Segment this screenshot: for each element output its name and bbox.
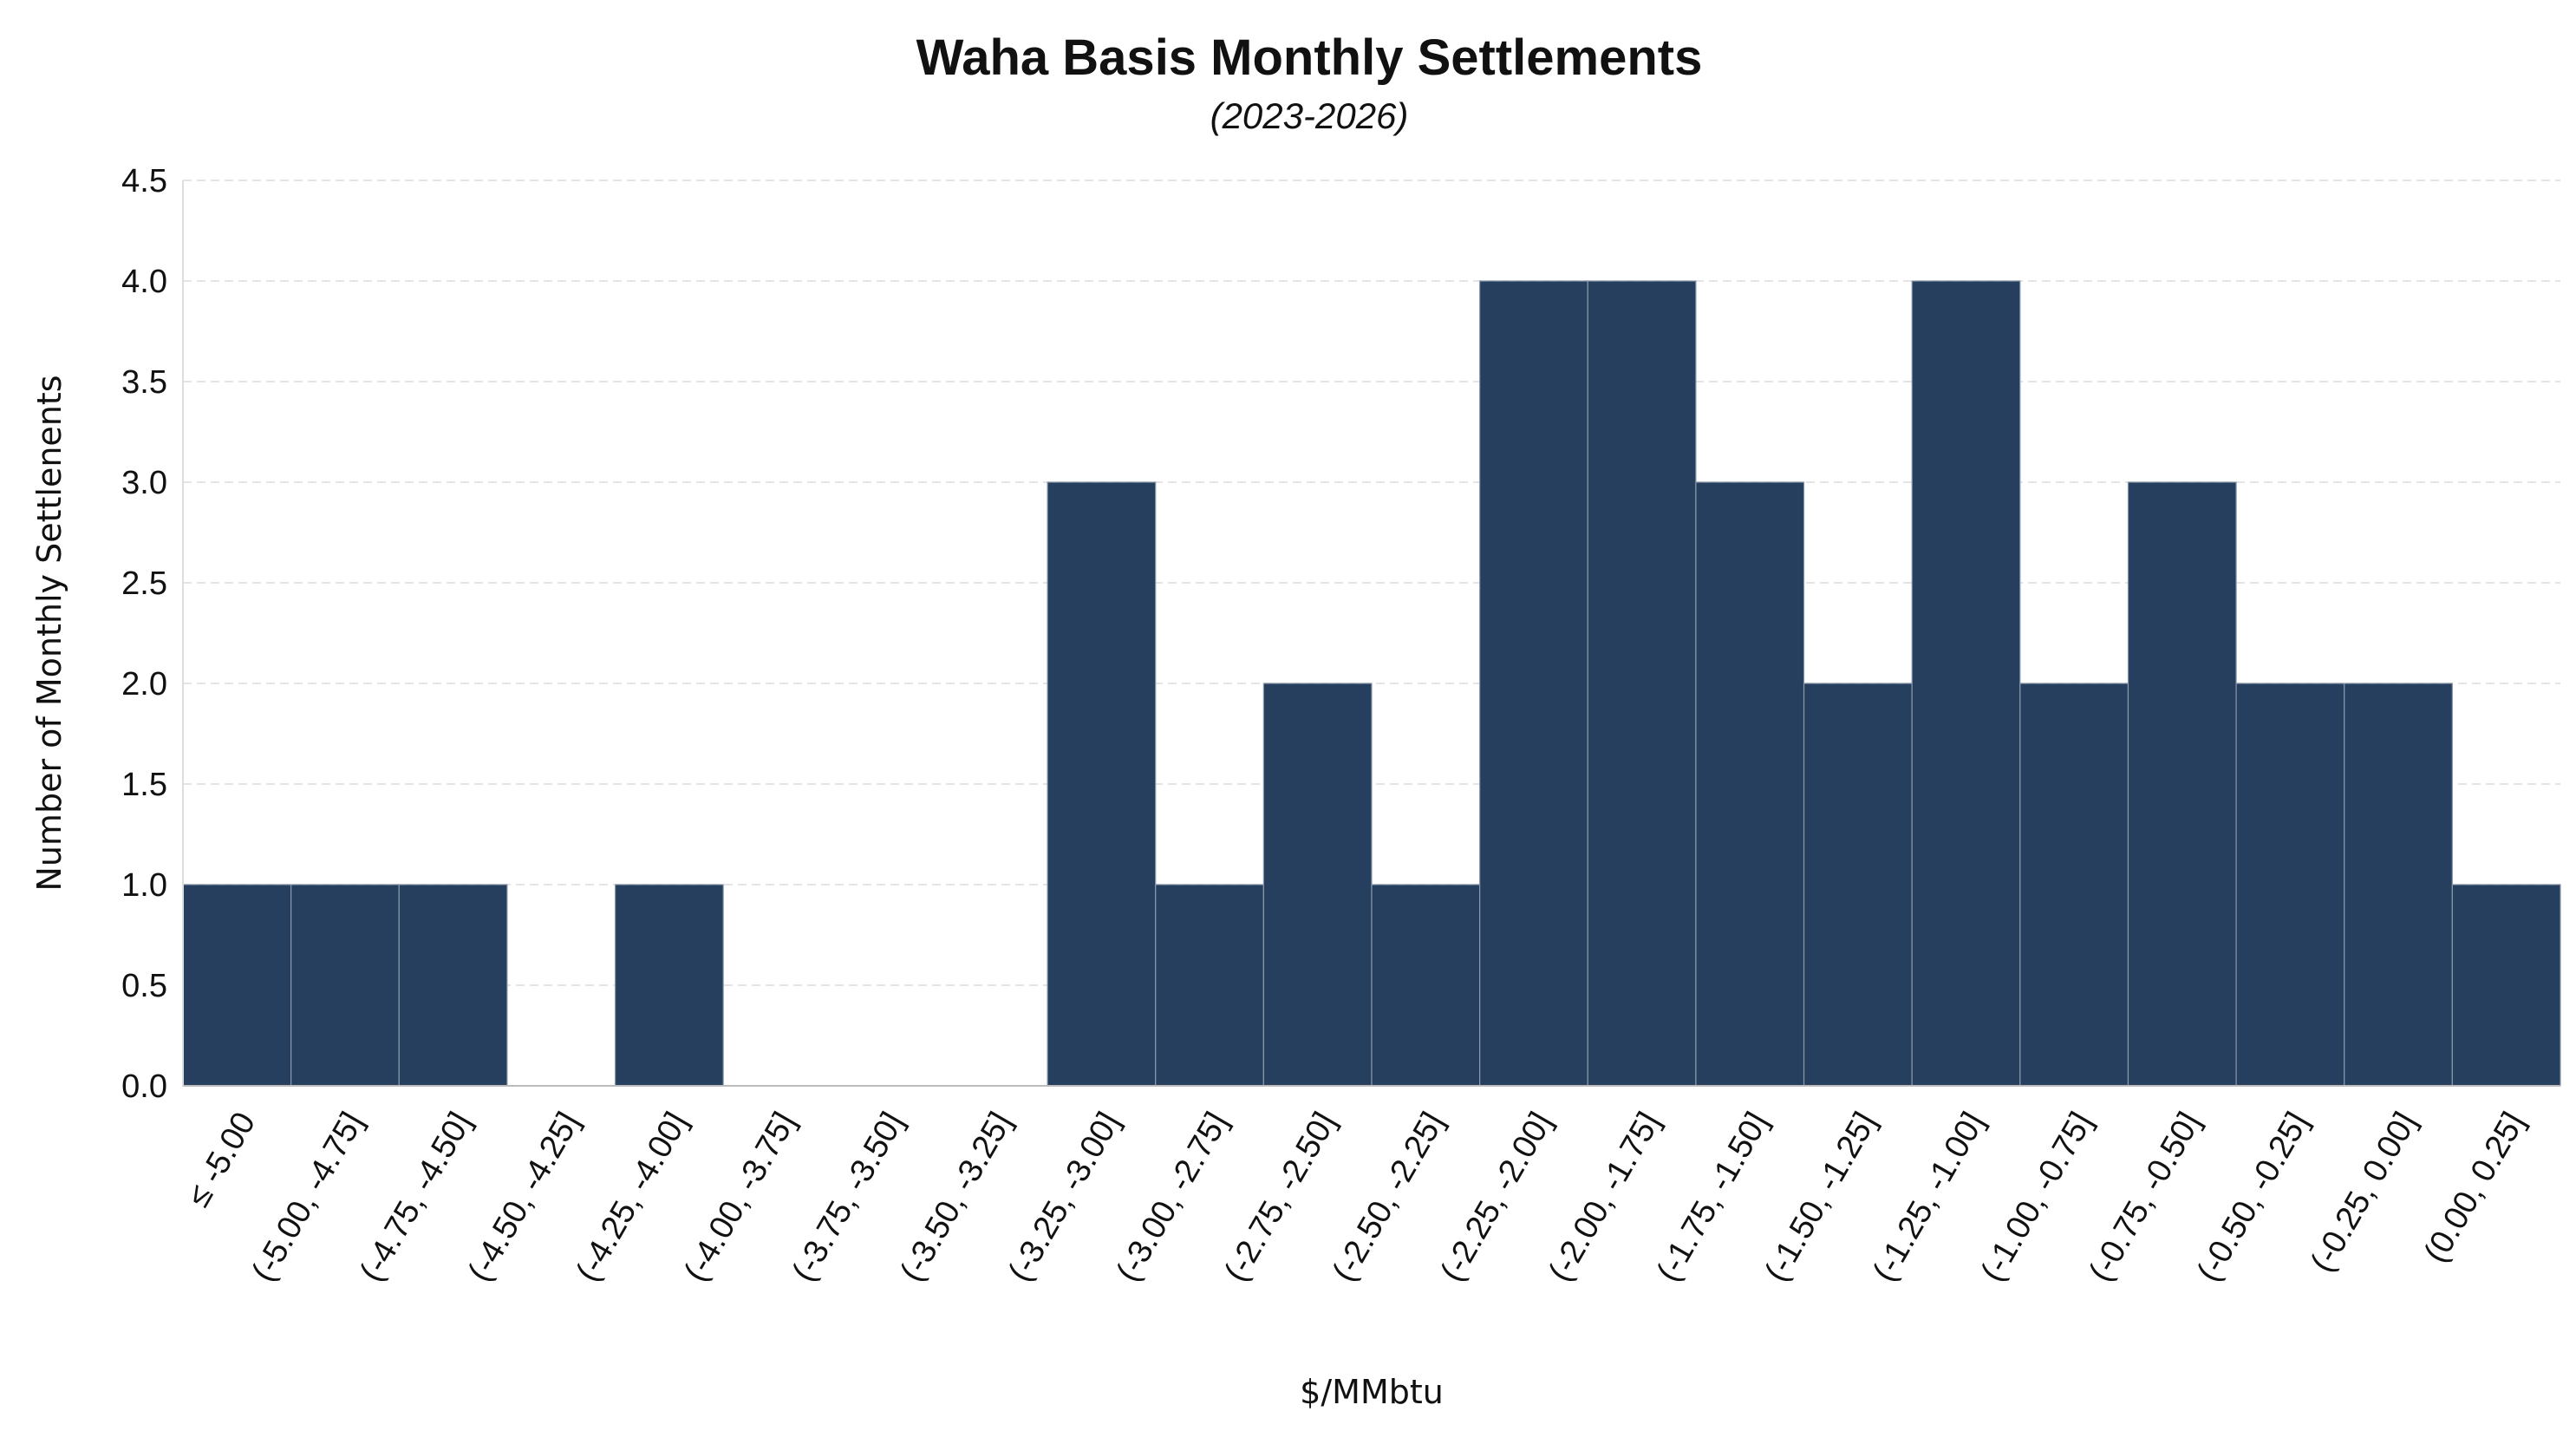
x-tick-label: (-4.25, -4.00] bbox=[570, 1107, 695, 1288]
bar bbox=[2019, 683, 2129, 1087]
bar bbox=[1262, 683, 1373, 1087]
x-tick-label: (-1.00, -0.75] bbox=[1974, 1107, 2100, 1288]
x-tick-labels: ≤ -5.00(-5.00, -4.75](-4.75, -4.50](-4.5… bbox=[180, 1107, 2533, 1288]
x-tick-label: (-5.00, -4.75] bbox=[245, 1107, 371, 1288]
bar bbox=[1587, 280, 1697, 1087]
bar bbox=[1047, 481, 1157, 1087]
bar bbox=[2235, 683, 2345, 1087]
x-tick-label: (-3.75, -3.50] bbox=[786, 1107, 911, 1288]
y-tick-label: 3.5 bbox=[121, 364, 167, 401]
x-tick-label: (-0.25, 0.00] bbox=[2304, 1107, 2424, 1278]
bar bbox=[1695, 481, 1805, 1087]
x-tick-label: (-4.00, -3.75] bbox=[677, 1107, 803, 1288]
bar bbox=[182, 884, 292, 1087]
bar bbox=[1911, 280, 2021, 1087]
bar bbox=[2127, 481, 2237, 1087]
bar bbox=[1803, 683, 1913, 1087]
y-tick-label: 4.0 bbox=[121, 264, 167, 300]
x-tick-label: (0.00, 0.25] bbox=[2417, 1107, 2532, 1269]
y-tick-label: 1.0 bbox=[121, 867, 167, 904]
x-tick-label: (-4.75, -4.50] bbox=[353, 1107, 479, 1288]
x-tick-label: (-3.00, -2.75] bbox=[1110, 1107, 1236, 1288]
x-tick-label: (-3.50, -3.25] bbox=[893, 1107, 1019, 1288]
x-axis-label: $/MMbtu bbox=[1300, 1373, 1444, 1411]
x-tick-label: (-2.75, -2.50] bbox=[1217, 1107, 1343, 1288]
x-tick-label: (-1.25, -1.00] bbox=[1866, 1107, 1992, 1288]
x-tick-label: (-1.50, -1.25] bbox=[1758, 1107, 1884, 1288]
bar bbox=[398, 884, 508, 1087]
x-tick-label: (-2.50, -2.25] bbox=[1326, 1107, 1451, 1288]
y-tick-labels: 0.0 0.5 1.0 1.5 2.0 2.5 3.0 3.5 4.0 4.5 bbox=[121, 163, 167, 1105]
y-tick-label: 0.0 bbox=[121, 1068, 167, 1105]
bar bbox=[2344, 683, 2453, 1087]
y-tick-label: 3.0 bbox=[121, 465, 167, 501]
x-tick-label: ≤ -5.00 bbox=[180, 1107, 263, 1213]
y-tick-label: 4.5 bbox=[121, 163, 167, 199]
y-tick-label: 2.0 bbox=[121, 666, 167, 702]
bar bbox=[1371, 884, 1481, 1087]
x-tick-label: (-2.25, -2.00] bbox=[1434, 1107, 1560, 1288]
x-tick-label: (-2.00, -1.75] bbox=[1542, 1107, 1667, 1288]
bar bbox=[1479, 280, 1588, 1087]
bar bbox=[290, 884, 400, 1087]
y-tick-label: 1.5 bbox=[121, 767, 167, 803]
y-axis-label: Number of Monthly Settlenents bbox=[30, 375, 68, 891]
chart-subtitle: (2023-2026) bbox=[1210, 95, 1409, 136]
gridlines bbox=[183, 180, 2560, 986]
x-tick-label: (-1.75, -1.50] bbox=[1650, 1107, 1776, 1288]
x-tick-label: (-4.50, -4.25] bbox=[461, 1107, 587, 1288]
bar bbox=[1155, 884, 1264, 1087]
x-tick-label: (-0.75, -0.50] bbox=[2082, 1107, 2208, 1288]
bar bbox=[614, 884, 724, 1087]
x-tick-label: (-0.50, -0.25] bbox=[2190, 1107, 2316, 1288]
bars bbox=[182, 280, 2561, 1087]
bar bbox=[2451, 884, 2561, 1087]
x-tick-label: (-3.25, -3.00] bbox=[1001, 1107, 1127, 1288]
y-tick-label: 0.5 bbox=[121, 968, 167, 1004]
chart-title: Waha Basis Monthly Settlements bbox=[916, 29, 1703, 86]
y-tick-label: 2.5 bbox=[121, 565, 167, 602]
